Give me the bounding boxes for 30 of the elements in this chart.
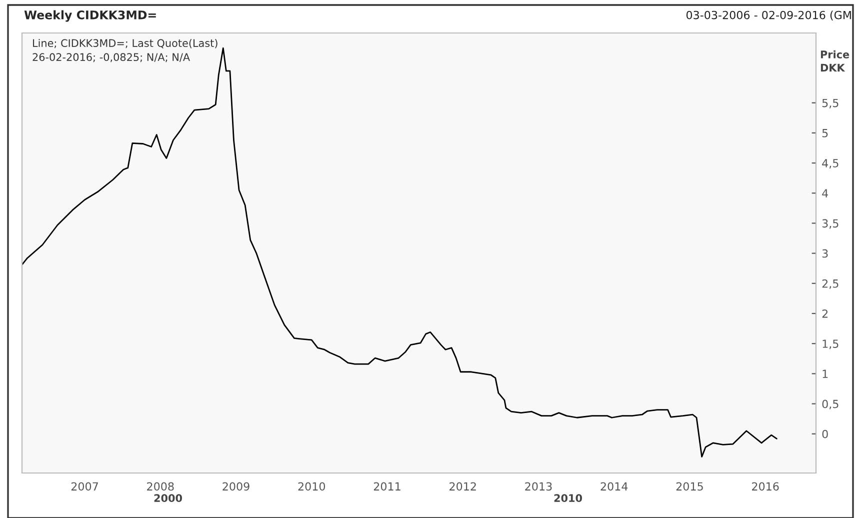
y-tick-label: 1,5 (822, 340, 838, 350)
x-tick-label: 2011 (374, 482, 400, 491)
annotation: 26-02-2016; -0,0825; N/A; N/A (32, 53, 190, 62)
chart-subtitle: 03-03-2006 - 02-09-2016 (GM (686, 10, 851, 21)
text: 2010 (554, 494, 582, 502)
x-tick-label: 2014 (600, 482, 628, 491)
x-tick-label: 2010 (298, 482, 326, 491)
y-tick-label: 3 (822, 249, 828, 258)
x-tick-label: 2013 (525, 482, 552, 491)
line-series (22, 47, 778, 458)
y-tick-label: 0,5 (822, 400, 838, 410)
x-tick-label: 2016 (752, 482, 779, 491)
y-tick-label: 2 (822, 309, 828, 318)
y-tick-label: 4,5 (822, 159, 838, 169)
y-tick-label: 3,5 (822, 219, 838, 229)
text: 2000 (154, 494, 182, 502)
annotation: Line; CIDKK3MD=; Last Quote(Last) (33, 38, 218, 48)
x-tick-label: 2009 (222, 482, 250, 491)
chart-title: Weekly CIDKK3MD= (24, 10, 156, 22)
x-tick-label: 2007 (71, 482, 98, 491)
x-tick-label: 2012 (450, 482, 476, 491)
x-tick-label: 2015 (676, 482, 703, 491)
y-tick-label: 1 (822, 370, 828, 378)
y-tick-label: 0 (822, 430, 828, 438)
y-tick-label: 5 (822, 129, 828, 138)
y-tick-label: 4 (822, 189, 828, 198)
y-tick-label: 5,5 (822, 98, 838, 108)
x-tick-label: 2008 (147, 482, 174, 491)
y-axis-title: Price DKK (820, 50, 850, 72)
y-tick-label: 2,5 (822, 279, 838, 289)
